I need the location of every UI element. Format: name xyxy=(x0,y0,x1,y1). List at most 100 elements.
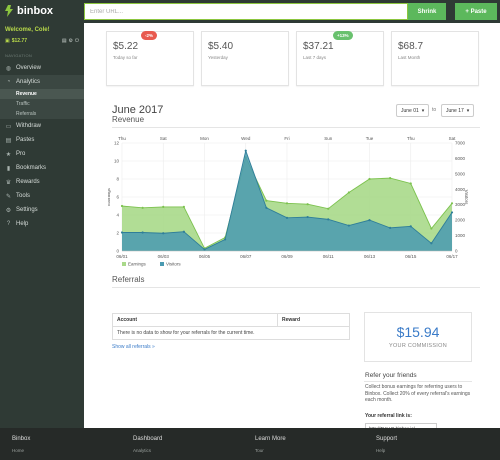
x-tick-label: 06/13 xyxy=(364,254,376,259)
logo[interactable]: binbox xyxy=(5,5,53,17)
footer-link-home[interactable]: Home xyxy=(12,448,25,453)
chevron-down-icon: ▾ xyxy=(466,107,470,114)
y-tick-label: 6 xyxy=(116,195,119,200)
x-tick-label: 06/15 xyxy=(405,254,417,259)
credit-card-icon: ▭ xyxy=(5,123,12,130)
data-point-earnings xyxy=(141,206,144,209)
commission-box: $15.94 YOUR COMMISSION xyxy=(364,312,472,362)
revenue-title: Revenue xyxy=(112,115,145,124)
sidebar-item-pastes[interactable]: ▤ Pastes xyxy=(0,133,84,147)
footer-link-tour[interactable]: Tour xyxy=(255,448,264,453)
y2-tick-label: 3000 xyxy=(455,202,466,207)
data-point-earnings xyxy=(347,191,350,194)
referrals-divider xyxy=(112,287,480,288)
y2-tick-label: 5000 xyxy=(455,171,466,176)
footer-heading: Learn More xyxy=(255,436,286,442)
date-from-select[interactable]: June 01 ▾ xyxy=(396,104,430,117)
series-area-visitors xyxy=(122,150,452,251)
data-point-earnings xyxy=(368,177,371,181)
date-to-label: to xyxy=(432,107,437,113)
footer-link-analytics[interactable]: Analytics xyxy=(133,448,152,453)
stat-card-today: -2% $5.22 Today so far xyxy=(106,31,194,86)
globe-icon: ◍ xyxy=(5,65,12,72)
stat-card-yesterday: $5.40 Yesterday xyxy=(201,31,289,86)
y2-tick-label: 6000 xyxy=(455,156,466,161)
data-point-visitors xyxy=(162,232,165,235)
top-tick-label: Sun xyxy=(324,136,333,141)
top-tick-label: Mon xyxy=(200,136,209,141)
sidebar-item-label: Pastes xyxy=(16,137,35,143)
sidebar-item-rewards[interactable]: ♛ Rewards xyxy=(0,175,84,189)
data-point-visitors xyxy=(409,225,412,228)
stat-label: Last Month xyxy=(398,55,421,60)
sidebar-item-label: Rewards xyxy=(16,179,40,185)
legend-label-earnings: Earnings xyxy=(128,262,147,267)
footer-column-binbox: Binbox Home xyxy=(12,436,30,454)
sidebar-item-label: Pro xyxy=(16,151,26,157)
chart-icon: ◔ xyxy=(6,79,11,85)
url-input[interactable] xyxy=(84,3,408,20)
logo-text: binbox xyxy=(17,5,54,17)
y2-tick-label: 1000 xyxy=(455,233,466,238)
x-tick-label: 06/05 xyxy=(199,254,211,259)
paste-icon: ▤ xyxy=(5,137,12,144)
nav-header: NAVIGATION xyxy=(5,53,33,58)
data-point-visitors xyxy=(347,224,350,227)
balance-icon: ▣ xyxy=(5,38,10,44)
sidebar-item-settings[interactable]: ⚙ Settings xyxy=(0,203,84,217)
stat-card-last-7-days: +13% $37.21 Last 7 days xyxy=(296,31,384,86)
sidebar-item-label: Tools xyxy=(16,193,31,199)
data-point-visitors xyxy=(244,149,247,152)
data-point-earnings xyxy=(409,182,412,185)
x-tick-label: 06/07 xyxy=(240,254,252,259)
paste-button[interactable]: + Paste xyxy=(455,3,497,20)
stat-badge: +13% xyxy=(333,31,353,40)
main-content: -2% $5.22 Today so far $5.40 Yesterday +… xyxy=(84,23,500,434)
date-from-value: June 01 xyxy=(401,107,419,114)
y2-tick-label: 7000 xyxy=(455,141,466,146)
sidebar-item-withdraw[interactable]: ▭ Withdraw xyxy=(0,119,84,133)
data-point-earnings xyxy=(327,207,330,210)
footer: Binbox Home Dashboard Analytics Learn Mo… xyxy=(0,428,500,460)
top-tick-label: Sat xyxy=(160,136,168,141)
sidebar-item-label: Help xyxy=(16,221,29,227)
stat-label: Yesterday xyxy=(208,55,228,60)
y2-tick-label: 0 xyxy=(455,249,458,254)
sidebar-subitem-traffic[interactable]: Traffic xyxy=(0,99,84,109)
sidebar: Welcome, Cole! ▣ $12.77 ▤ ⚙ ⏻ NAVIGATION… xyxy=(0,23,84,428)
data-point-earnings xyxy=(162,205,165,208)
sidebar-item-overview[interactable]: ◍ Overview xyxy=(0,61,84,75)
data-point-visitors xyxy=(389,226,392,229)
sidebar-item-analytics[interactable]: ◔ Analytics xyxy=(0,75,84,89)
stat-label: Last 7 days xyxy=(303,55,327,60)
show-all-referrals-link[interactable]: Show all referrals » xyxy=(112,344,155,350)
stat-value: $37.21 xyxy=(303,41,334,52)
sidebar-item-bookmarks[interactable]: ▮ Bookmarks xyxy=(0,161,84,175)
sidebar-item-label: Withdraw xyxy=(16,123,42,129)
sidebar-item-pro[interactable]: ★ Pro xyxy=(0,147,84,161)
data-point-visitors xyxy=(327,218,330,221)
y-tick-label: 4 xyxy=(116,213,119,218)
star-icon: ★ xyxy=(5,151,12,158)
sidebar-subitem-referrals[interactable]: Referrals xyxy=(0,109,84,119)
data-point-earnings xyxy=(389,177,392,180)
top-tick-label: Sat xyxy=(449,136,457,141)
y2-tick-label: 4000 xyxy=(455,187,466,192)
shrink-button[interactable]: Shrink xyxy=(408,3,446,20)
data-point-visitors xyxy=(182,230,185,233)
data-point-earnings xyxy=(285,202,289,205)
referrals-title: Referrals xyxy=(112,275,145,284)
date-to-select[interactable]: June 17 ▾ xyxy=(441,104,475,117)
table-row: There is no data to show for your referr… xyxy=(112,326,350,340)
sidebar-subitem-revenue[interactable]: Revenue xyxy=(0,89,84,99)
column-header-reward: Reward xyxy=(277,313,350,327)
gear-icon: ⚙ xyxy=(5,207,12,214)
footer-link-help[interactable]: Help xyxy=(376,448,386,453)
data-point-visitors xyxy=(430,242,433,245)
wallet-icon[interactable]: ▤ xyxy=(61,38,67,44)
settings-small-icon[interactable]: ⚙ xyxy=(68,38,74,44)
sidebar-item-help[interactable]: ? Help xyxy=(0,217,84,231)
power-icon[interactable]: ⏻ xyxy=(75,38,79,44)
sidebar-item-tools[interactable]: ✎ Tools xyxy=(0,189,84,203)
top-tick-label: Thu xyxy=(118,136,126,141)
